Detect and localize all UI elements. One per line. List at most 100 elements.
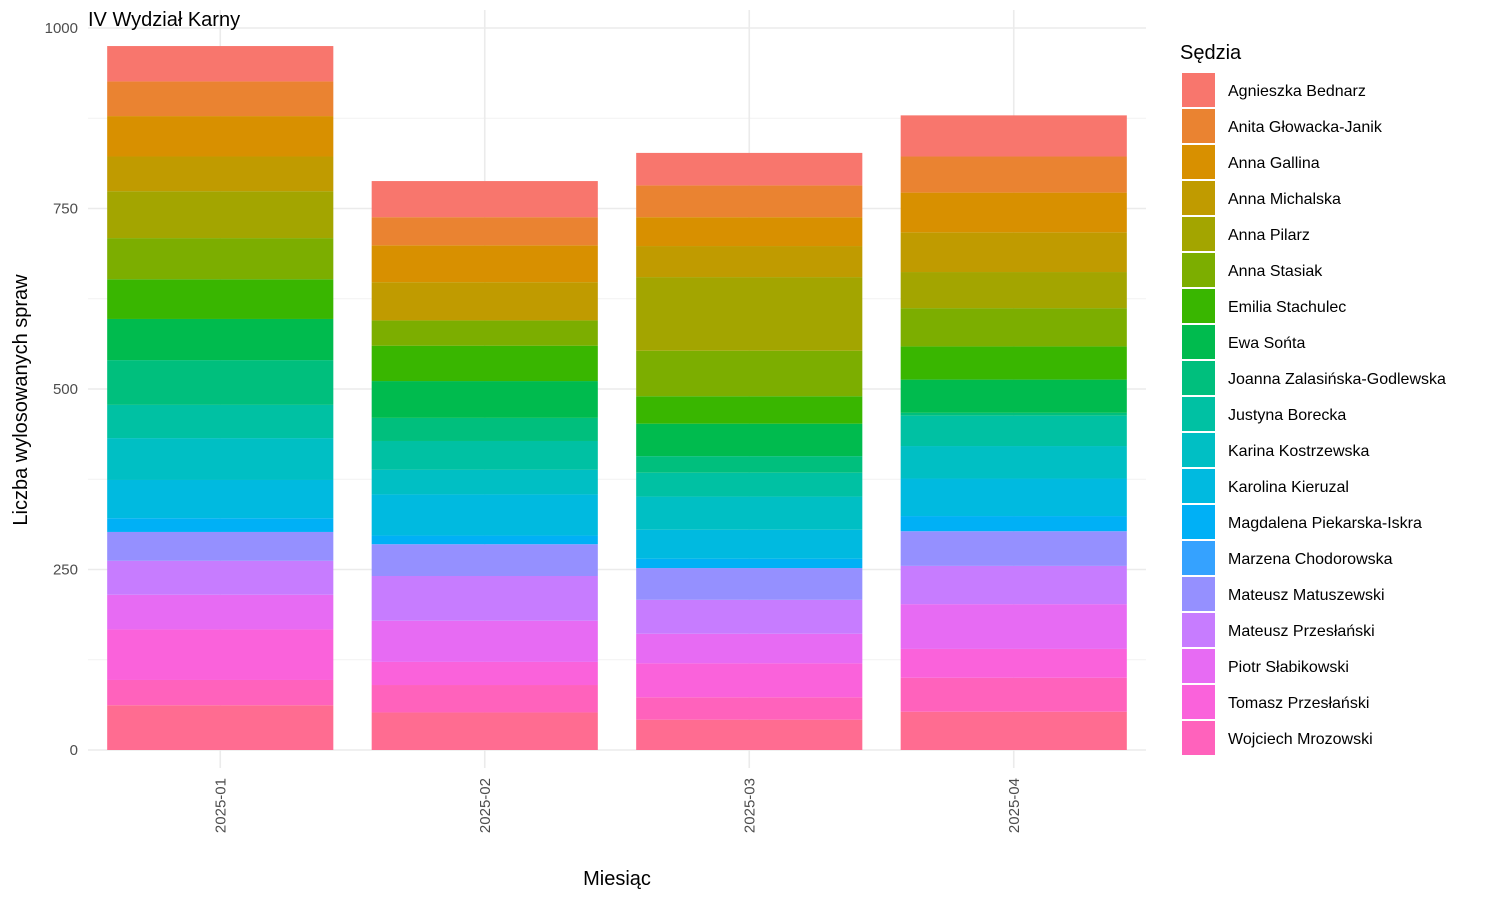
bar-segment (900, 346, 1127, 380)
legend-key (1182, 613, 1215, 647)
bar-segment (900, 232, 1127, 273)
y-tick-label: 0 (70, 742, 78, 759)
y-tick-label: 750 (53, 201, 78, 218)
legend-key (1182, 145, 1215, 179)
bar-segment (636, 217, 863, 247)
bar-segment (636, 277, 863, 351)
bar-segment (371, 381, 598, 418)
bar-segment (371, 181, 598, 218)
y-tick-label: 500 (53, 381, 78, 398)
x-axis-ticks: 2025-01 2025-02 2025-03 2025-04 (212, 778, 1023, 833)
legend-label: Marzena Chodorowska (1228, 551, 1393, 568)
legend-label: Piotr Słabikowski (1228, 659, 1349, 676)
legend-label: Mateusz Przesłański (1228, 623, 1375, 640)
bar-segment (107, 679, 334, 706)
bar-segment (636, 633, 863, 664)
legend-key (1182, 73, 1215, 107)
bar-segment (636, 456, 863, 473)
legend-key (1182, 433, 1215, 467)
bar-segment (107, 116, 334, 157)
x-tick-label: 2025-03 (741, 778, 758, 833)
bar-segment (900, 565, 1127, 605)
legend-key (1182, 181, 1215, 215)
bar-segment (636, 568, 863, 600)
legend-key (1182, 505, 1215, 539)
bar-segment (371, 661, 598, 686)
legend-label: Wojciech Mrozowski (1228, 731, 1373, 748)
y-tick-label: 250 (53, 562, 78, 579)
bar-segment (636, 663, 863, 698)
legend-key (1182, 361, 1215, 395)
bar-segment (371, 469, 598, 495)
bar-segment (371, 575, 598, 621)
bar-segment (636, 396, 863, 424)
bar-segment (900, 415, 1127, 447)
bar-segment (107, 479, 334, 519)
legend-label: Anita Głowacka-Janik (1228, 119, 1383, 136)
legend-key (1182, 109, 1215, 143)
legend-key (1182, 253, 1215, 287)
bar-segment (371, 544, 598, 576)
bar-segment (900, 192, 1127, 233)
legend-key (1182, 217, 1215, 251)
bar-segment (107, 279, 334, 319)
bar-segment (371, 345, 598, 382)
y-tick-label: 1000 (45, 20, 78, 37)
bar-segment (371, 535, 598, 545)
bar-segment (371, 440, 598, 470)
bar-segment (900, 379, 1127, 413)
bar-segment (107, 438, 334, 480)
legend-label: Ewa Sońta (1228, 335, 1305, 352)
bar-segment (107, 191, 334, 239)
bar-segment (636, 185, 863, 218)
legend-key (1182, 541, 1215, 575)
bar-segment (371, 217, 598, 246)
legend-key (1182, 289, 1215, 323)
bar-segment (107, 156, 334, 192)
legend-key (1182, 325, 1215, 359)
bar-segment (371, 494, 598, 536)
x-tick-label: 2025-04 (1006, 778, 1023, 833)
legend-label: Emilia Stachulec (1228, 299, 1346, 316)
bar-segment (107, 318, 334, 361)
legend-label: Mateusz Matuszewski (1228, 587, 1385, 604)
bar-segment (371, 712, 598, 750)
bar-segment (107, 360, 334, 405)
bar-segment (371, 620, 598, 662)
legend-label: Karolina Kieruzal (1228, 479, 1349, 496)
bar-segment (107, 81, 334, 117)
x-axis-title: Miesiąc (583, 868, 651, 890)
bar-segment (900, 604, 1127, 649)
bar-segment (900, 516, 1127, 532)
bar-segment (636, 472, 863, 497)
bar-segment (107, 594, 334, 630)
bar-segment (900, 156, 1127, 193)
legend-label: Karina Kostrzewska (1228, 443, 1369, 460)
bar-segment (900, 531, 1127, 566)
bar-segment (107, 518, 334, 532)
y-axis-ticks: 0 250 500 750 1000 (45, 20, 78, 759)
bar-segment (371, 245, 598, 283)
x-tick-label: 2025-01 (212, 778, 229, 833)
legend-label: Anna Pilarz (1228, 227, 1310, 244)
bar-segment (636, 423, 863, 457)
bar-segment (107, 705, 334, 750)
legend-label: Magdalena Piekarska-Iskra (1228, 515, 1422, 532)
bar-segment (636, 599, 863, 634)
legend-label: Anna Stasiak (1228, 263, 1323, 280)
bar-segment (107, 404, 334, 439)
bar-segment (636, 558, 863, 569)
bar-segment (900, 711, 1127, 750)
bar-segment (371, 417, 598, 441)
legend-label: Agnieszka Bednarz (1228, 83, 1366, 100)
bars (107, 46, 1127, 750)
bar-segment (636, 496, 863, 530)
bar-segment (107, 238, 334, 280)
bar-segment (636, 697, 863, 720)
legend-key (1182, 721, 1215, 755)
bar-segment (636, 719, 863, 750)
bar-segment (371, 320, 598, 346)
bar-segment (107, 531, 334, 561)
legend-label: Justyna Borecka (1228, 407, 1346, 424)
legend-label: Tomasz Przesłański (1228, 695, 1369, 712)
